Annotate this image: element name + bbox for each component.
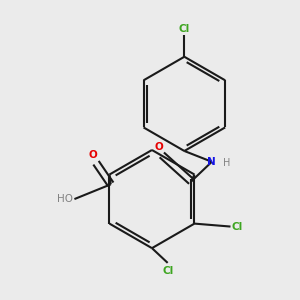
Text: HO: HO — [57, 194, 73, 204]
Text: O: O — [89, 150, 98, 160]
Text: Cl: Cl — [232, 222, 243, 232]
Text: Cl: Cl — [162, 266, 173, 276]
Text: Cl: Cl — [179, 24, 190, 34]
Text: N: N — [208, 157, 216, 167]
Text: O: O — [154, 142, 163, 152]
Text: H: H — [223, 158, 230, 168]
